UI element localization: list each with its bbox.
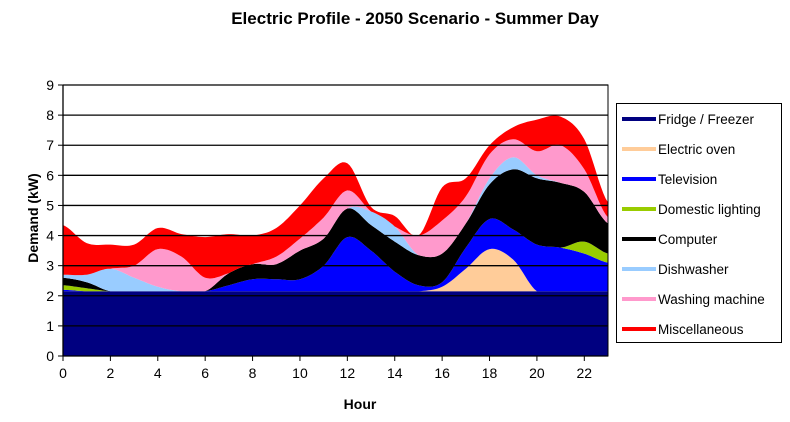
x-tick-label: 12 bbox=[340, 365, 356, 381]
y-tick-label: 5 bbox=[46, 197, 54, 213]
legend-swatch bbox=[622, 177, 656, 181]
y-tick-label: 4 bbox=[46, 228, 54, 244]
legend-swatch bbox=[622, 297, 656, 301]
legend-swatch bbox=[622, 147, 656, 151]
area-fridge-freezer bbox=[63, 291, 608, 356]
plot-border bbox=[62, 84, 609, 357]
x-axis-label: Hour bbox=[343, 396, 377, 412]
legend: Fridge / Freezer Electric oven Television D… bbox=[616, 103, 782, 343]
x-tick-label: 18 bbox=[482, 365, 498, 381]
y-tick-label: 9 bbox=[46, 77, 54, 93]
legend-label: Dishwasher bbox=[658, 261, 729, 277]
legend-swatch bbox=[622, 327, 656, 331]
legend-item: Domestic lighting bbox=[622, 199, 761, 219]
legend-item: Electric oven bbox=[622, 139, 735, 159]
x-tick-label: 0 bbox=[59, 365, 67, 381]
area-dishwasher bbox=[63, 157, 608, 292]
y-tick-label: 0 bbox=[46, 348, 54, 364]
legend-item: Television bbox=[622, 169, 717, 189]
chart-title: Electric Profile - 2050 Scenario - Summe… bbox=[231, 9, 599, 28]
x-tick-label: 22 bbox=[577, 365, 593, 381]
area-miscellaneous bbox=[63, 115, 608, 279]
legend-swatch bbox=[622, 267, 656, 271]
legend-item: Fridge / Freezer bbox=[622, 109, 754, 129]
legend-item: Washing machine bbox=[622, 289, 765, 309]
legend-label: Electric oven bbox=[658, 141, 736, 157]
legend-label: Washing machine bbox=[658, 291, 765, 307]
y-tick-label: 6 bbox=[46, 167, 54, 183]
legend-swatch bbox=[622, 117, 656, 121]
y-tick-label: 1 bbox=[46, 318, 54, 334]
area-television bbox=[63, 218, 608, 292]
x-tick-label: 14 bbox=[387, 365, 403, 381]
x-tick-label: 2 bbox=[106, 365, 114, 381]
x-tick-label: 6 bbox=[201, 365, 209, 381]
legend-label: Computer bbox=[658, 231, 718, 247]
legend-label: Domestic lighting bbox=[658, 201, 761, 217]
y-tick-label: 3 bbox=[46, 258, 54, 274]
y-tick-label: 2 bbox=[46, 288, 54, 304]
area-washing-machine bbox=[63, 139, 608, 292]
area-computer bbox=[63, 169, 608, 292]
legend-item: Miscellaneous bbox=[622, 319, 744, 339]
x-tick-label: 8 bbox=[249, 365, 257, 381]
legend-swatch bbox=[622, 207, 656, 211]
x-tick-label: 20 bbox=[529, 365, 545, 381]
area-electric-oven bbox=[63, 248, 608, 292]
x-tick-label: 10 bbox=[292, 365, 308, 381]
legend-label: Fridge / Freezer bbox=[658, 111, 755, 127]
x-tick-label: 4 bbox=[154, 365, 162, 381]
x-tick-label: 16 bbox=[434, 365, 450, 381]
legend-item: Computer bbox=[622, 229, 717, 249]
legend-label: Television bbox=[658, 171, 718, 187]
y-tick-label: 8 bbox=[46, 107, 54, 123]
legend-label: Miscellaneous bbox=[658, 321, 744, 337]
legend-item: Dishwasher bbox=[622, 259, 729, 279]
legend-swatch bbox=[622, 237, 656, 241]
y-tick-label: 7 bbox=[46, 137, 54, 153]
